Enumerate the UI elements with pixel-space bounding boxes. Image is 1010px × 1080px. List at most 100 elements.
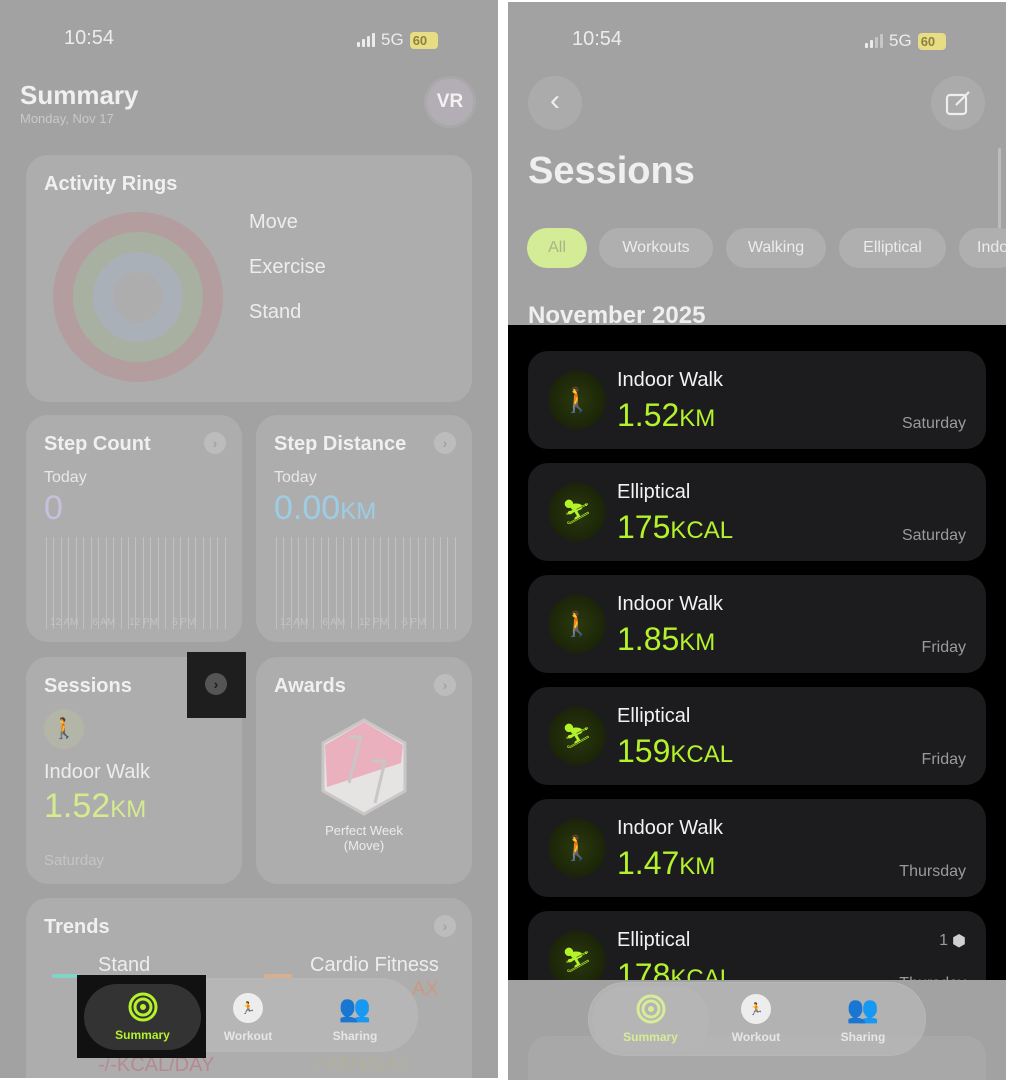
tab-label: Workout: [731, 1030, 781, 1044]
award-count: 1: [939, 932, 949, 949]
hour-bar: [150, 537, 152, 629]
step-distance-card[interactable]: Step Distance › Today 0.00KM 12 AM 6 AM 12…: [256, 415, 472, 642]
trend-value: -/-KCAL/DAY: [98, 1054, 215, 1076]
signal-icon: [357, 33, 375, 47]
chevron-right-icon[interactable]: ›: [434, 432, 456, 454]
hour-bar: [425, 537, 427, 629]
card-title: Trends: [44, 916, 110, 938]
hour-bar: [313, 537, 315, 629]
perfect-week-award-icon: [321, 718, 407, 816]
sessions-card[interactable]: Sessions 🚶 Indoor Walk 1.52KM Saturday: [26, 657, 242, 884]
avatar[interactable]: VR: [424, 76, 476, 128]
card-title: Sessions: [44, 675, 132, 697]
activity-rings-card[interactable]: Activity Rings Move Exercise Stand: [26, 155, 472, 402]
filter-elliptical[interactable]: Elliptical: [839, 228, 946, 268]
step-distance-value: 0.00KM: [274, 489, 376, 528]
hour-bar: [343, 537, 345, 629]
chevron-right-icon[interactable]: ›: [434, 674, 456, 696]
value: 1.52: [617, 397, 680, 433]
hour-bar: [217, 537, 219, 629]
hour-bar: [127, 537, 129, 629]
period-label: Today: [274, 469, 317, 486]
tab-sharing[interactable]: 👥 Sharing: [833, 994, 893, 1044]
tab-workout[interactable]: 🏃 Workout: [218, 993, 278, 1043]
session-row[interactable]: 🚶 Indoor Walk 1.85KM Friday: [528, 575, 986, 673]
hour-bar: [113, 537, 115, 629]
hour-bar: [380, 537, 382, 629]
tab-sharing[interactable]: 👥 Sharing: [325, 993, 385, 1043]
session-value: 1.52KM: [617, 397, 715, 434]
tab-summary[interactable]: Summary: [84, 984, 201, 1050]
chevron-left-icon: ‹: [550, 84, 560, 117]
session-row[interactable]: ⛷ Elliptical 175KCAL Saturday: [528, 463, 986, 561]
awards-card[interactable]: Awards › Perfect Week (Move): [256, 657, 472, 884]
value: 0.00: [274, 489, 341, 527]
award-badge: 1 ⬢: [939, 931, 966, 951]
hour-bar: [350, 537, 352, 629]
unit: KM: [110, 796, 147, 823]
filter-indoor[interactable]: Indoor: [959, 228, 1006, 268]
value: 175: [617, 509, 671, 545]
session-title: Elliptical: [617, 929, 691, 951]
status-time: 10:54: [64, 27, 115, 49]
step-count-card[interactable]: Step Count › Today 0 12 AM 6 AM 12 PM 6 PM: [26, 415, 242, 642]
trend-label: Stand: [98, 954, 151, 976]
treadmill-walk-icon: 🚶: [548, 819, 606, 877]
signal-icon: [865, 34, 883, 48]
award-name: Perfect Week (Move): [256, 823, 472, 853]
session-value: 1.52KM: [44, 787, 146, 826]
elliptical-icon: ⛷: [548, 483, 606, 541]
running-icon: 🏃: [233, 993, 263, 1023]
session-row[interactable]: ⛷ Elliptical 159KCAL Friday: [528, 687, 986, 785]
card-title: Activity Rings: [44, 173, 178, 195]
hour-bar: [60, 537, 62, 629]
value: 1.85: [617, 621, 680, 657]
scrollbar[interactable]: [998, 148, 1001, 240]
award-hexagon-icon: ⬢: [952, 933, 966, 950]
hour-bar: [298, 537, 300, 629]
chevron-right-icon[interactable]: ›: [434, 915, 456, 937]
step-chart: [46, 537, 226, 629]
tab-workout[interactable]: 🏃 Workout: [726, 994, 786, 1044]
hour-bar: [68, 537, 70, 629]
highlight-box: ›: [187, 652, 246, 718]
hour-bar: [157, 537, 159, 629]
hour-bar: [53, 537, 55, 629]
filter-walking[interactable]: Walking: [726, 228, 826, 268]
session-row[interactable]: 🚶 Indoor Walk 1.52KM Saturday: [528, 351, 986, 449]
period-label: Today: [44, 469, 87, 486]
elliptical-icon: ⛷: [548, 707, 606, 765]
hour-bar: [365, 537, 367, 629]
distance-chart: [276, 537, 456, 629]
session-row[interactable]: 🚶 Indoor Walk 1.47KM Thursday: [528, 799, 986, 897]
session-title: Indoor Walk: [617, 369, 723, 391]
hour-bar: [387, 537, 389, 629]
edit-button[interactable]: [931, 76, 985, 130]
hour-bar: [180, 537, 182, 629]
filter-workouts[interactable]: Workouts: [599, 228, 713, 268]
tick: 6 PM: [172, 617, 196, 628]
activity-rings-icon: [636, 994, 665, 1024]
value: 1.52: [44, 787, 111, 825]
hour-bar: [417, 537, 419, 629]
hour-bar: [372, 537, 374, 629]
tick: 12 PM: [129, 617, 159, 628]
session-day: Friday: [921, 751, 966, 768]
sessions-chevron-right-icon[interactable]: ›: [205, 673, 227, 695]
section-header: November 2025: [528, 302, 706, 325]
value: 159: [617, 733, 671, 769]
chevron-right-icon[interactable]: ›: [204, 432, 226, 454]
hour-bar: [142, 537, 144, 629]
hour-bar: [395, 537, 397, 629]
treadmill-walk-icon: 🚶: [548, 595, 606, 653]
tab-summary[interactable]: Summary: [592, 986, 709, 1052]
session-value: 159KCAL: [617, 733, 733, 770]
session-value: 1.85KM: [617, 621, 715, 658]
hour-bar: [447, 537, 449, 629]
filter-all[interactable]: All: [527, 228, 587, 268]
session-value: 1.47KM: [617, 845, 715, 882]
hour-bar: [328, 537, 330, 629]
trend-value: AX: [412, 978, 439, 1000]
hour-bar: [83, 537, 85, 629]
back-button[interactable]: ‹: [528, 76, 582, 130]
